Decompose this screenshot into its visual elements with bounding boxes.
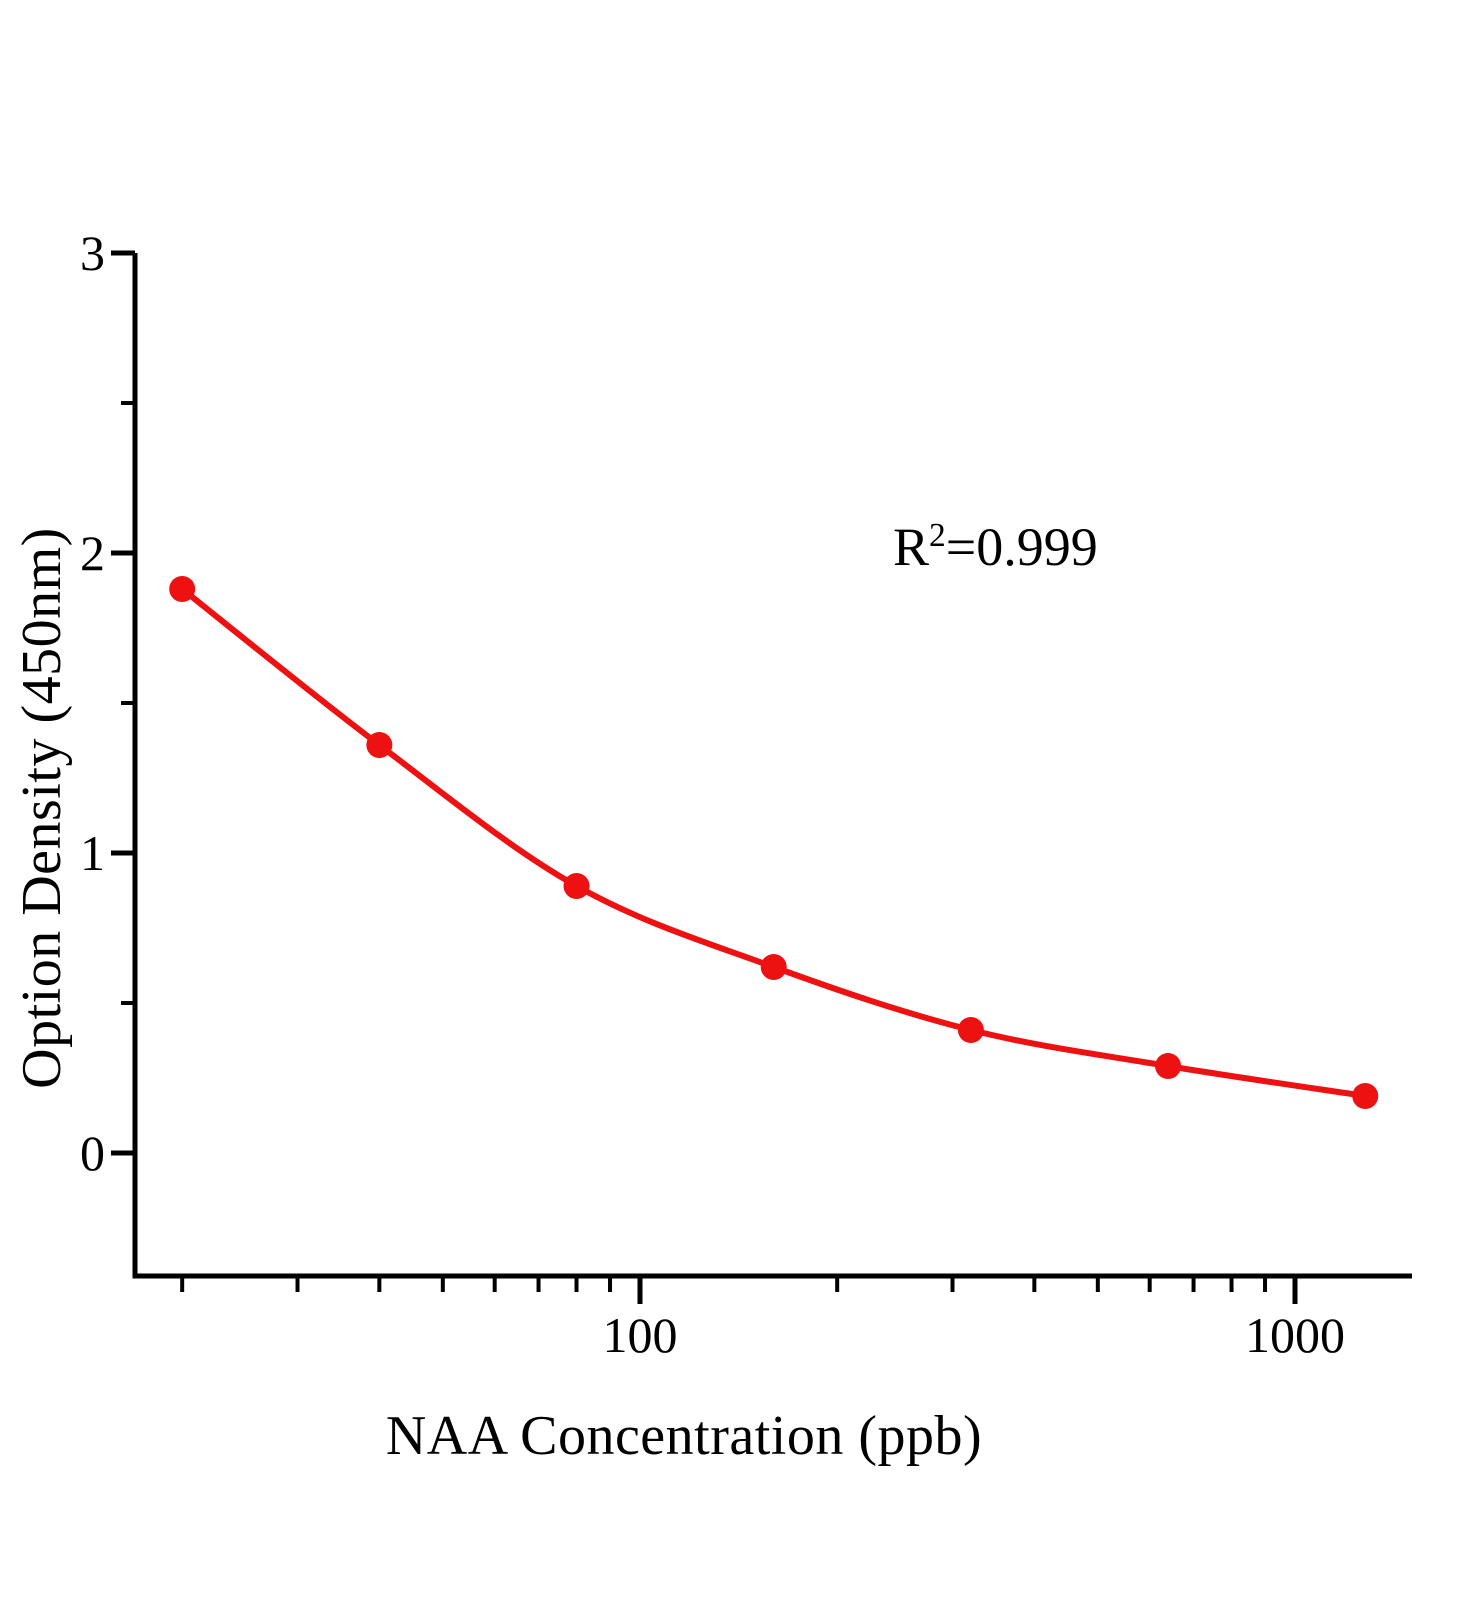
x-tick-label: 1000 <box>1245 1307 1345 1363</box>
r-squared-annotation: R2=0.999 <box>893 516 1098 578</box>
fit-curve <box>179 586 1369 1099</box>
r-squared-value: =0.999 <box>945 517 1098 577</box>
data-point <box>760 954 787 980</box>
data-point <box>169 576 196 602</box>
y-axis-title: Option Density (450nm) <box>11 527 73 1089</box>
y-tick-label: 0 <box>80 1125 105 1181</box>
data-point <box>957 1017 984 1043</box>
r-squared-exponent: 2 <box>929 517 946 554</box>
data-point <box>1352 1083 1379 1109</box>
y-tick-label: 2 <box>80 525 105 581</box>
r-squared-base: R <box>893 517 930 577</box>
y-tick-label: 3 <box>80 225 105 281</box>
y-tick-label: 1 <box>80 825 105 881</box>
axes-spines <box>132 253 1412 1279</box>
data-point <box>1155 1053 1182 1079</box>
x-tick-label: 100 <box>603 1307 678 1363</box>
data-point <box>366 732 393 758</box>
data-point <box>563 873 590 899</box>
x-axis-title: NAA Concentration (ppb) <box>385 1405 983 1467</box>
